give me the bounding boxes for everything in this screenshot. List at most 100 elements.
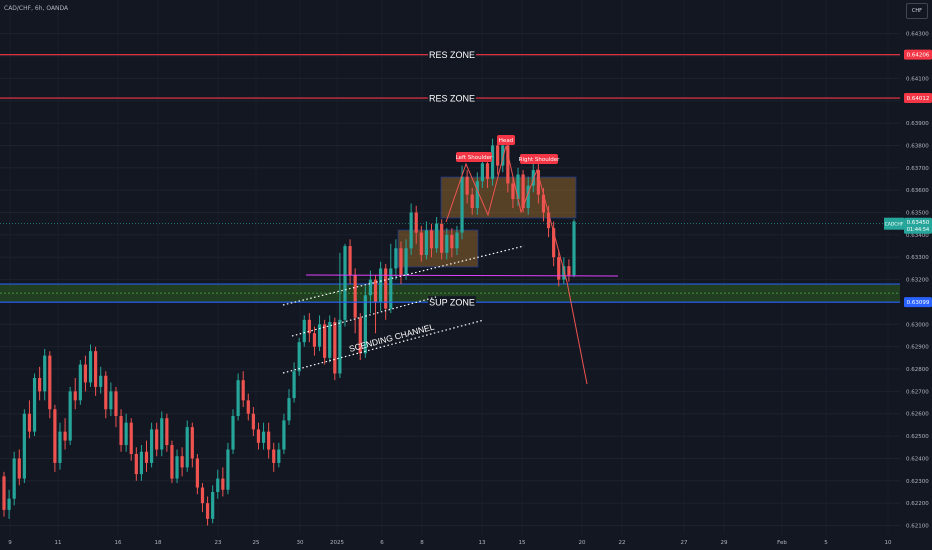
candle-body [531,170,535,186]
x-tick-label: 16 [115,540,122,546]
candle-body [424,230,429,255]
candle-body [511,183,515,200]
x-tick-label: 11 [55,540,62,546]
candle-body [389,268,393,309]
y-tick-label: 0.62400 [906,456,929,462]
y-tick-label: 0.63300 [906,255,929,261]
candle-body [261,431,266,443]
candle-body [292,371,296,399]
candle-body [409,212,413,249]
x-tick-label: 15 [519,540,526,546]
candle-body [343,246,347,320]
candle-body [440,223,444,253]
candle-body [272,449,276,463]
candle-body [429,230,434,249]
candle-body [32,377,37,432]
candle-body [521,174,525,209]
candle-body [119,415,123,446]
candle-body [256,429,261,443]
candle-body [251,413,255,430]
candle-body [17,458,21,479]
candle-body [414,212,418,233]
candles [2,136,576,526]
neckline [305,274,619,277]
candle-body [506,145,510,184]
candle-body [165,418,169,446]
x-tick-label: 2025 [330,540,344,546]
pattern-label-bg [520,154,558,164]
y-tick-label: 0.63700 [906,166,929,172]
candle-body [22,413,26,479]
candle-body [541,194,546,213]
candle-body [94,351,98,387]
candle-body [460,176,464,233]
candle-body [180,456,184,468]
candle-body [450,234,454,249]
price-tag: 0.64206 [907,53,930,59]
price-tag: 0.64012 [907,96,930,102]
candle-body [312,333,317,347]
pattern-label-bg [456,152,492,162]
candle-body [27,413,32,432]
candle-body [338,319,342,374]
candle-body [368,279,373,296]
candle-body [88,351,93,383]
candle-body [104,375,108,410]
y-tick-label: 0.64100 [906,76,929,82]
candle-body [99,375,103,387]
candle-body [48,355,52,410]
candle-body [134,453,138,475]
current-symbol-tag-bg [884,217,904,230]
candle-body [267,431,271,450]
res-zone-lower-label-bg [428,92,476,105]
x-tick-label: 29 [721,540,728,546]
pattern-label: Right Shoulder [519,157,560,163]
candle-body [363,295,367,354]
pattern-label-bg [497,135,515,145]
current-symbol-tag: CADCHF [885,222,904,228]
candle-body [399,248,403,276]
x-tick-label: 23 [215,540,222,546]
candle-body [455,232,459,249]
price-tag-bg [904,297,932,308]
candle-body [307,319,311,334]
candle-body [175,456,179,479]
x-tick-label: 25 [253,540,260,546]
candle-body [2,476,6,510]
price-axis[interactable]: 0.643000.642000.641000.640000.639000.638… [884,32,932,530]
pattern-label: Left Shoulder [456,155,493,161]
y-tick-label: 0.63900 [906,121,929,127]
candle-body [241,380,245,401]
candle-body [277,449,281,463]
candle-body [552,228,556,258]
candle-body [129,422,133,454]
candle-body [226,449,230,490]
res-zone-upper-label: RES ZONE [429,50,475,60]
sup-zone-label-bg [428,296,476,309]
currency-button[interactable]: CHF [906,3,928,19]
x-tick-label: 30 [297,540,304,546]
x-tick-label: 22 [619,540,626,546]
candle-body [353,275,357,318]
channel-line-lower [282,319,485,374]
candle-body [12,458,16,499]
candle-body [557,257,561,280]
y-tick-label: 0.63000 [906,322,929,328]
candle-body [384,268,388,309]
price-tag: 0.63099 [907,300,930,306]
candle-body [572,221,576,276]
candle-body [567,266,571,276]
candle-body [297,342,301,372]
candle-body [302,319,306,343]
candle-body [287,398,291,421]
candle-body [419,232,423,255]
candle-body [526,185,530,209]
candle-body [434,223,439,249]
y-tick-label: 0.62800 [906,367,929,373]
x-tick-label: 5 [824,540,828,546]
time-axis[interactable]: 9 11 16 18 23 25 30 2025 6 8 13 15 20 22 27 29 Feb 5 10 [8,540,892,546]
candle-body [348,246,352,276]
candle-body [170,445,174,479]
